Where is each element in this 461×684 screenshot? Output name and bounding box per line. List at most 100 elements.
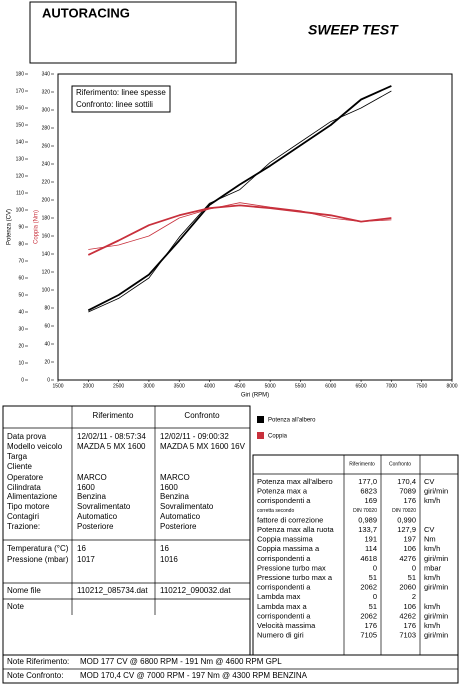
y-tick-label: 0 (21, 377, 24, 383)
row-label: Coppia massima (257, 535, 314, 544)
y2-tick-label: 200 (42, 197, 51, 203)
row-label: Lambda max (257, 592, 301, 601)
cell: 2062 (360, 611, 377, 620)
cell: DIN 70020 (353, 508, 377, 514)
cell: MAZDA 5 MX 1600 16V (160, 442, 246, 451)
cell: 176 (403, 621, 416, 630)
y-tick-label: 20 (18, 343, 24, 349)
y-tick-label: 80 (18, 241, 24, 247)
cell: 133,7 (358, 525, 377, 534)
cell: km/h (424, 621, 440, 630)
cell: km/h (424, 544, 440, 553)
y2-tick-label: 280 (42, 125, 51, 131)
cell: Nm (424, 535, 436, 544)
cell: Automatico (77, 512, 118, 521)
y2-tick-label: 260 (42, 143, 51, 149)
cell: km/h (424, 602, 440, 611)
cell: 1017 (77, 555, 95, 564)
row-label: Modello veicolo (7, 442, 63, 451)
x-tick-label: 8000 (446, 383, 457, 389)
y-tick-label: 140 (16, 139, 25, 145)
row-label: Operatore (7, 473, 44, 482)
cell: 51 (369, 602, 377, 611)
cell: 191 (364, 535, 377, 544)
cell: 2062 (360, 583, 377, 592)
cell: 4262 (399, 611, 416, 620)
cell: Automatico (160, 512, 201, 521)
cell: CV (424, 525, 434, 534)
y-tick-label: 160 (16, 105, 25, 111)
row-label: corrispondenti a (257, 611, 311, 620)
chart-note: Riferimento: linee spesse (76, 88, 166, 97)
y2-tick-label: 180 (42, 215, 51, 221)
cell: 51 (408, 573, 416, 582)
x-tick-label: 3500 (174, 383, 185, 389)
cell: 4618 (360, 554, 377, 563)
row-label: corrispondenti a (257, 554, 311, 563)
y2-tick-label: 20 (44, 359, 50, 365)
x-tick-label: 7000 (386, 383, 397, 389)
cell: Sovralimentato (77, 502, 131, 511)
row-label: Pressione turbo max a (257, 573, 333, 582)
x-tick-label: 4000 (204, 383, 215, 389)
cell: 12/02/11 - 08:57:34 (77, 432, 146, 441)
x-tick-label: 6500 (356, 383, 367, 389)
cell: 197 (403, 535, 416, 544)
note-text: MOD 177 CV @ 6800 RPM - 191 Nm @ 4600 RP… (80, 657, 282, 666)
y2-tick-label: 160 (42, 233, 51, 239)
row-label: fattore di correzione (257, 515, 323, 524)
cell: 1600 (160, 483, 178, 492)
cell: 127,9 (397, 525, 416, 534)
row-label: Targa (7, 452, 28, 461)
y-tick-label: 130 (16, 156, 25, 162)
cell: 1600 (77, 483, 95, 492)
note-text: MOD 170,4 CV @ 7000 RPM - 197 Nm @ 4300 … (80, 671, 308, 680)
y-tick-label: 10 (18, 360, 24, 366)
y-tick-label: 110 (16, 190, 24, 196)
cell: 0 (373, 563, 377, 572)
row-label: corrispondenti a (257, 496, 311, 505)
row-label: Potenza max all'albero (257, 477, 333, 486)
y-tick-label: 100 (16, 207, 25, 213)
cell: giri/min (424, 611, 448, 620)
cell: Sovralimentato (160, 502, 214, 511)
cell: Posteriore (160, 522, 197, 531)
cell: CV (424, 477, 434, 486)
y-axis-title: Potenza (CV) (7, 209, 13, 245)
legend-label: Potenza all'albero (268, 418, 316, 424)
cell: 16 (77, 544, 86, 553)
cell: 16 (160, 544, 169, 553)
column-header: Confronto (184, 411, 220, 420)
row-label: Alimentazione (7, 492, 58, 501)
y2-tick-label: 60 (44, 323, 50, 329)
cell: 169 (364, 496, 377, 505)
cell: 6823 (360, 487, 377, 496)
y-tick-label: 170 (16, 88, 25, 94)
note-label: Note Confronto: (7, 671, 63, 680)
cell: 0 (373, 592, 377, 601)
cell: 0,989 (358, 515, 377, 524)
y2-tick-label: 240 (42, 161, 51, 167)
power-curve (87, 85, 392, 312)
cell: 170,4 (397, 477, 416, 486)
x-tick-label: 7500 (416, 383, 427, 389)
row-label: Pressione turbo max (257, 563, 326, 572)
row-label: Potenza max alla ruota (257, 525, 335, 534)
power-curve (87, 204, 392, 256)
cell: 7089 (399, 487, 416, 496)
y2-tick-label: 320 (42, 89, 51, 95)
cell: 106 (403, 602, 416, 611)
x-tick-label: 1500 (52, 383, 63, 389)
y-tick-label: 70 (18, 258, 24, 264)
cell: 7103 (399, 631, 416, 640)
cell: 177,0 (358, 477, 377, 486)
cell: 106 (403, 544, 416, 553)
legend-swatch (257, 416, 264, 423)
row-label: Note (7, 602, 24, 611)
cell: 110212_085734.dat (77, 586, 148, 595)
cell: MARCO (77, 473, 107, 482)
y-tick-label: 60 (18, 275, 24, 281)
x-tick-label: 3000 (143, 383, 154, 389)
company: AUTORACING (42, 5, 130, 20)
